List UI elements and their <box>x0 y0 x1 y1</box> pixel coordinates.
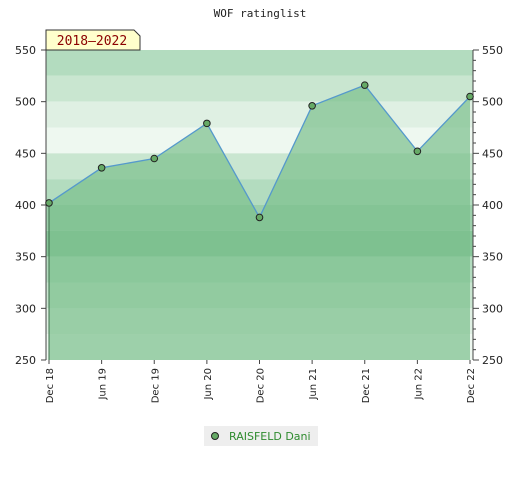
chart-title: WOF ratinglist <box>214 7 307 20</box>
period-badge: 2018–2022 <box>45 29 141 51</box>
y-tick-label-right: 250 <box>482 354 503 367</box>
data-point <box>97 164 106 172</box>
data-point <box>150 154 159 163</box>
x-tick-label: Dec 19 <box>150 368 161 403</box>
y-tick-label-right: 400 <box>482 199 503 212</box>
y-tick-label-right: 550 <box>482 44 503 57</box>
y-tick-label-left: 450 <box>15 147 36 160</box>
legend[interactable]: RAISFELD Dani <box>204 426 318 446</box>
data-point <box>413 147 422 156</box>
y-axis-right: 250 300 350 400 450 500 550 <box>473 44 503 367</box>
data-point <box>203 119 211 128</box>
x-axis: Dec 18 Jun 19 Dec 19 Jun 20 Dec 20 Jun 21 Dec … <box>45 360 477 403</box>
x-tick-label: Jun 22 <box>413 368 424 401</box>
data-point <box>45 199 53 207</box>
y-tick-label-right: 450 <box>482 147 503 160</box>
legend-label: RAISFELD Dani <box>229 430 311 443</box>
x-tick-label: Jun 20 <box>203 368 214 401</box>
x-tick-label: Dec 21 <box>361 368 372 403</box>
x-tick-label: Dec 20 <box>256 368 267 403</box>
x-tick-label: Dec 22 <box>466 368 477 403</box>
y-tick-label-left: 500 <box>15 96 36 109</box>
series-area <box>49 85 470 360</box>
x-tick-label: Dec 18 <box>45 368 56 403</box>
background-band <box>46 75 473 102</box>
legend-marker <box>211 432 219 440</box>
y-axis-left: 250 300 350 400 450 500 550 <box>15 44 46 367</box>
data-markers <box>45 81 474 222</box>
background-band <box>46 101 473 128</box>
y-tick-label-right: 350 <box>482 251 503 264</box>
y-tick-label-right: 500 <box>482 96 503 109</box>
background-band <box>46 50 473 76</box>
y-tick-label-left: 250 <box>15 354 36 367</box>
data-point <box>308 102 316 110</box>
y-tick-label-left: 350 <box>15 251 36 264</box>
data-point <box>360 81 369 89</box>
data-point <box>255 213 264 222</box>
y-tick-label-right: 300 <box>482 302 503 315</box>
data-point <box>466 92 474 101</box>
y-tick-label-left: 400 <box>15 199 36 212</box>
y-tick-label-left: 300 <box>15 302 36 315</box>
y-tick-label-left: 550 <box>15 44 36 57</box>
x-tick-label: Jun 19 <box>98 368 109 401</box>
x-tick-label: Jun 21 <box>308 368 319 401</box>
period-badge-text: 2018–2022 <box>57 34 127 49</box>
